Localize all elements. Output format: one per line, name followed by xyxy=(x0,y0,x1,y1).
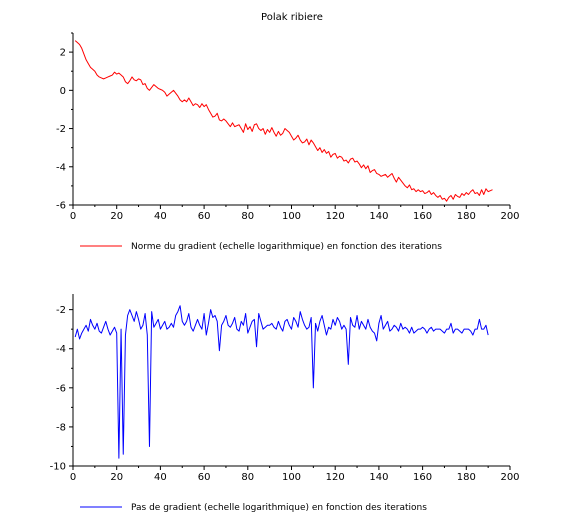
gradient-step-legend: Pas de gradient (echelle logarithmique) … xyxy=(80,503,427,513)
norm-series-line xyxy=(74,40,493,202)
norm-x-tick-label: 0 xyxy=(70,211,76,222)
norm-x-tick-label: 140 xyxy=(369,211,388,222)
step-x-tick-label: 80 xyxy=(241,472,254,483)
norm-x-tick-label: 120 xyxy=(326,211,345,222)
step-x-tick-label: 60 xyxy=(198,472,211,483)
step-y-tick-label: -6 xyxy=(56,383,66,394)
step-y-tick-label: -2 xyxy=(56,305,66,316)
step-x-tick-label: 0 xyxy=(70,472,76,483)
norm-y-tick-label: 0 xyxy=(60,86,66,97)
step-x-tick-label: 180 xyxy=(457,472,476,483)
chart-title: Polak ribiere xyxy=(261,12,323,23)
gradient-norm-legend-label: Norme du gradient (echelle logarithmique… xyxy=(131,242,442,252)
norm-x-tick-label: 160 xyxy=(413,211,432,222)
step-y-tick-label: -8 xyxy=(56,422,66,433)
step-x-tick-label: 140 xyxy=(369,472,388,483)
gradient-step-legend-label: Pas de gradient (echelle logarithmique) … xyxy=(131,503,427,513)
step-y-tick-label: -10 xyxy=(50,462,66,473)
step-y-tick-label: -4 xyxy=(56,344,66,355)
norm-x-tick-label: 100 xyxy=(282,211,301,222)
norm-y-tick-label: -2 xyxy=(56,124,66,135)
step-x-tick-label: 120 xyxy=(326,472,345,483)
step-x-tick-label: 40 xyxy=(154,472,167,483)
norm-y-tick-label: 2 xyxy=(60,48,66,59)
step-x-tick-label: 200 xyxy=(500,472,519,483)
step-x-tick-label: 160 xyxy=(413,472,432,483)
gradient-norm-legend: Norme du gradient (echelle logarithmique… xyxy=(80,242,442,252)
gradient-norm-plot: 0 20 40 60 80 100 120 140 160 180 200 -6 -4 -2 0 2 xyxy=(56,32,520,222)
norm-x-tick-label: 180 xyxy=(457,211,476,222)
norm-y-tick-label: -6 xyxy=(56,201,66,212)
step-x-tick-label: 100 xyxy=(282,472,301,483)
norm-x-tick-label: 60 xyxy=(198,211,211,222)
step-x-tick-label: 20 xyxy=(110,472,123,483)
norm-x-tick-label: 40 xyxy=(154,211,167,222)
norm-x-tick-label: 200 xyxy=(500,211,519,222)
gradient-step-plot: 0 20 40 60 80 100 120 140 160 180 200 -10 -8 -6 -4 -2 xyxy=(50,294,520,483)
norm-x-tick-label: 80 xyxy=(241,211,254,222)
norm-x-tick-label: 20 xyxy=(110,211,123,222)
norm-y-tick-label: -4 xyxy=(56,162,66,173)
step-series-line xyxy=(74,305,489,459)
